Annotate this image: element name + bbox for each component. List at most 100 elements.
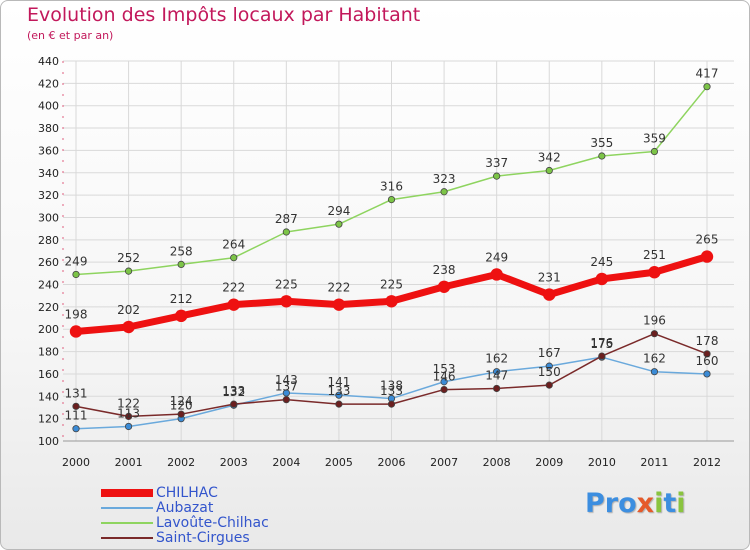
logo-part-i2: i: [676, 488, 686, 519]
x-tick-label: 2011: [640, 456, 668, 469]
y-tick-label: 260: [38, 256, 59, 269]
data-point-chilhac: [69, 325, 83, 338]
x-tick-label: 2009: [535, 456, 563, 469]
data-label-aubazat: 162: [643, 352, 666, 366]
data-point-saint-cirgues: [598, 352, 606, 360]
data-label-chilhac: 222: [222, 281, 245, 295]
data-label-lavoute-chilhac: 252: [117, 251, 140, 265]
legend-swatch: [101, 507, 153, 509]
data-label-saint-cirgues: 133: [380, 384, 403, 398]
y-tick-label: 340: [38, 167, 59, 180]
data-label-saint-cirgues: 124: [170, 394, 193, 408]
data-point-saint-cirgues: [650, 330, 659, 338]
data-label-saint-cirgues: 176: [590, 336, 613, 350]
y-tick-label: 280: [38, 234, 59, 247]
data-label-lavoute-chilhac: 359: [643, 132, 666, 146]
data-label-saint-cirgues: 178: [696, 334, 719, 348]
data-point-saint-cirgues: [703, 350, 711, 358]
x-tick-label: 2012: [693, 456, 721, 469]
logo-part-i: i: [654, 488, 664, 519]
y-tick-label: 160: [38, 368, 59, 381]
x-tick-label: 2000: [62, 456, 90, 469]
x-tick-label: 2003: [220, 456, 248, 469]
data-label-lavoute-chilhac: 287: [275, 212, 298, 226]
data-label-chilhac: 245: [590, 255, 613, 269]
y-tick-label: 220: [38, 301, 59, 314]
legend-label: Lavoûte-Chilhac: [156, 515, 269, 531]
data-label-saint-cirgues: 147: [485, 368, 508, 382]
x-tick-label: 2007: [430, 456, 458, 469]
y-tick-label: 400: [38, 100, 59, 113]
data-point-lavoute-chilhac: [230, 254, 238, 262]
data-label-saint-cirgues: 150: [538, 365, 561, 379]
data-label-lavoute-chilhac: 316: [380, 180, 403, 194]
legend-label: CHILHAC: [156, 485, 218, 501]
data-label-chilhac: 225: [275, 277, 298, 291]
data-point-saint-cirgues: [230, 400, 238, 408]
data-label-saint-cirgues: 196: [643, 314, 666, 328]
y-tick-label: 140: [38, 390, 59, 403]
data-label-chilhac: 251: [643, 248, 666, 262]
data-label-chilhac: 222: [327, 281, 350, 295]
data-label-saint-cirgues: 146: [433, 370, 456, 384]
data-point-chilhac: [595, 272, 609, 286]
data-point-lavoute-chilhac: [650, 147, 659, 156]
data-label-aubazat: 143: [275, 373, 298, 387]
data-point-aubazat: [545, 362, 553, 370]
data-label-saint-cirgues: 122: [117, 396, 140, 410]
data-label-aubazat: 113: [117, 406, 140, 420]
x-tick-label: 2001: [115, 456, 143, 469]
data-label-chilhac: 249: [485, 250, 508, 264]
data-point-lavoute-chilhac: [124, 267, 133, 275]
data-point-lavoute-chilhac: [282, 228, 290, 236]
y-tick-label: 180: [38, 346, 59, 359]
x-tick-label: 2006: [378, 456, 406, 469]
data-label-aubazat: 153: [433, 362, 456, 376]
data-label-saint-cirgues: 131: [65, 386, 88, 400]
data-point-saint-cirgues: [282, 396, 290, 404]
data-label-lavoute-chilhac: 337: [485, 156, 508, 170]
data-label-lavoute-chilhac: 258: [170, 244, 193, 258]
y-tick-label: 380: [38, 122, 59, 135]
data-label-chilhac: 238: [433, 263, 456, 277]
y-tick-label: 440: [38, 55, 59, 68]
y-tick-label: 120: [38, 413, 59, 426]
data-point-aubazat: [650, 368, 659, 376]
data-label-chilhac: 212: [170, 292, 193, 306]
data-point-saint-cirgues: [493, 384, 501, 393]
y-tick-label: 320: [38, 189, 59, 202]
data-point-aubazat: [335, 391, 343, 399]
legend-swatch: [101, 489, 153, 497]
data-point-chilhac: [543, 288, 556, 301]
data-label-chilhac: 265: [696, 233, 719, 247]
data-point-saint-cirgues: [177, 410, 185, 418]
data-label-lavoute-chilhac: 323: [433, 172, 456, 186]
data-label-saint-cirgues: 133: [222, 384, 245, 398]
proxiti-logo: Proxiti: [585, 488, 686, 519]
data-label-aubazat: 111: [65, 409, 88, 423]
logo-part-x: x: [636, 488, 655, 519]
data-point-lavoute-chilhac: [387, 195, 396, 204]
data-label-aubazat: 167: [538, 346, 561, 360]
data-point-saint-cirgues: [72, 402, 80, 410]
data-label-chilhac: 225: [380, 277, 403, 291]
y-tick-label: 200: [38, 323, 59, 336]
data-point-chilhac: [122, 320, 135, 334]
data-point-aubazat: [493, 368, 501, 376]
chart-subtitle: (en € et par an): [27, 29, 114, 42]
data-point-chilhac: [700, 250, 714, 263]
data-point-chilhac: [280, 295, 293, 308]
data-point-chilhac: [227, 298, 240, 311]
data-label-saint-cirgues: 133: [327, 384, 350, 398]
y-tick-label: 240: [38, 279, 59, 292]
data-point-lavoute-chilhac: [177, 260, 185, 269]
data-label-lavoute-chilhac: 417: [696, 67, 719, 81]
legend-swatch: [101, 522, 153, 524]
data-label-saint-cirgues: 137: [275, 380, 298, 394]
data-point-saint-cirgues: [440, 385, 448, 394]
data-point-saint-cirgues: [545, 381, 553, 389]
y-tick-label: 300: [38, 211, 59, 224]
data-label-lavoute-chilhac: 294: [327, 204, 350, 218]
